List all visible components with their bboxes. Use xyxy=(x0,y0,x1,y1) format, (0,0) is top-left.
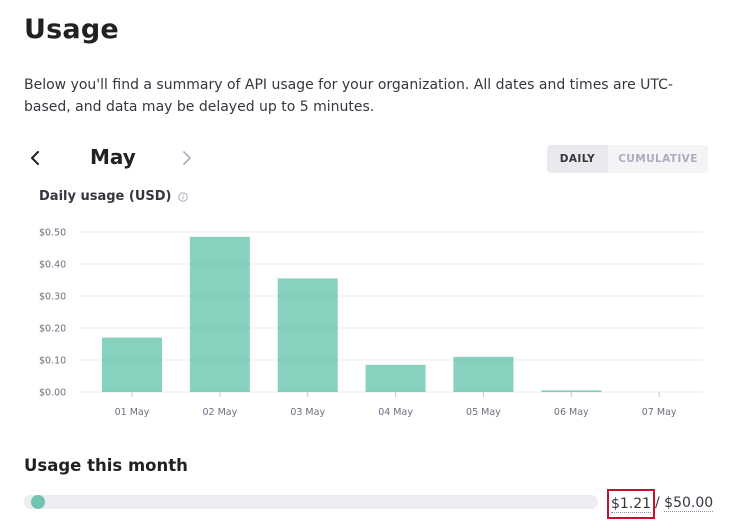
chart-title-label: Daily usage (USD) xyxy=(39,189,172,204)
cumulative-toggle-button[interactable]: CUMULATIVE xyxy=(618,153,698,165)
y-tick-label: $0.40 xyxy=(39,260,66,271)
x-tick-label: 05 May xyxy=(466,407,501,418)
daily-toggle-button[interactable]: DAILY xyxy=(547,145,608,173)
y-tick-label: $0.00 xyxy=(39,388,66,399)
usage-this-month-title: Usage this month xyxy=(24,456,188,475)
x-tick-label: 04 May xyxy=(378,407,413,418)
page-description: Below you'll find a summary of API usage… xyxy=(24,77,673,115)
month-label: May xyxy=(90,145,136,169)
x-tick-label: 03 May xyxy=(290,407,325,418)
usage-progress-fill xyxy=(30,495,45,509)
y-tick-label: $0.20 xyxy=(39,324,66,335)
y-tick-label: $0.10 xyxy=(39,356,66,367)
usage-limit[interactable]: $50.00 xyxy=(664,495,714,512)
info-icon[interactable] xyxy=(178,191,189,202)
chart-bar xyxy=(277,278,338,392)
chart-title: Daily usage (USD) xyxy=(39,189,189,204)
next-month-button[interactable] xyxy=(176,143,198,173)
usage-separator: / xyxy=(655,495,660,511)
x-tick-label: 01 May xyxy=(115,407,150,418)
usage-limit-wrap: / $50.00 xyxy=(655,495,714,512)
x-tick-label: 02 May xyxy=(202,407,237,418)
chevron-left-icon xyxy=(31,151,39,165)
chart-bar xyxy=(541,390,602,392)
usage-current-amount[interactable]: $1.21 xyxy=(610,495,652,513)
usage-progress-bar xyxy=(24,495,598,509)
chart-bar xyxy=(189,236,250,392)
previous-month-button[interactable] xyxy=(24,143,46,173)
chevron-right-icon xyxy=(183,151,191,165)
x-tick-label: 07 May xyxy=(642,407,677,418)
chart-bar xyxy=(365,364,426,392)
chart-bar xyxy=(102,337,162,392)
daily-usage-chart: $0.00 $0.10 $0.20 $0.30 $0.40 $0.50 01 May 02 M… xyxy=(39,228,703,418)
month-navigator: May xyxy=(24,143,224,173)
view-toggle: DAILY CUMULATIVE xyxy=(547,145,708,173)
page-title: Usage xyxy=(24,14,119,45)
usage-current-amount-box[interactable]: $1.21 xyxy=(607,489,655,519)
y-tick-label: $0.30 xyxy=(39,292,66,303)
x-tick-label: 06 May xyxy=(554,407,589,418)
chart-bar xyxy=(453,356,514,392)
y-tick-label: $0.50 xyxy=(39,228,66,239)
